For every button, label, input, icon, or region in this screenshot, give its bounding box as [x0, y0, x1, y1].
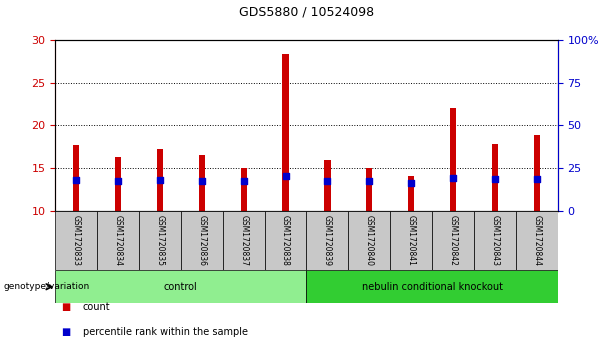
- Text: genotype/variation: genotype/variation: [3, 282, 89, 291]
- Text: GSM1720836: GSM1720836: [197, 215, 207, 266]
- Point: [155, 177, 165, 183]
- Text: count: count: [83, 302, 110, 312]
- Text: GSM1720840: GSM1720840: [365, 215, 374, 266]
- Text: GSM1720834: GSM1720834: [113, 215, 123, 266]
- Point: [71, 177, 81, 183]
- Bar: [265, 211, 306, 270]
- Text: nebulin conditional knockout: nebulin conditional knockout: [362, 282, 503, 292]
- Point: [322, 178, 332, 184]
- Bar: [390, 211, 432, 270]
- Bar: [306, 270, 558, 303]
- Text: ■: ■: [61, 302, 70, 312]
- Bar: [73, 145, 79, 211]
- Bar: [55, 270, 306, 303]
- Text: GSM1720842: GSM1720842: [449, 215, 458, 266]
- Bar: [115, 157, 121, 211]
- Text: GSM1720835: GSM1720835: [155, 215, 164, 266]
- Text: ■: ■: [61, 327, 70, 337]
- Point: [364, 178, 374, 184]
- Bar: [324, 160, 330, 211]
- Text: percentile rank within the sample: percentile rank within the sample: [83, 327, 248, 337]
- Bar: [348, 211, 390, 270]
- Text: GSM1720838: GSM1720838: [281, 215, 290, 266]
- Bar: [199, 155, 205, 211]
- Text: GSM1720841: GSM1720841: [406, 215, 416, 266]
- Point: [113, 178, 123, 183]
- Bar: [240, 168, 247, 211]
- Text: GSM1720837: GSM1720837: [239, 215, 248, 266]
- Point: [532, 176, 542, 182]
- Point: [281, 174, 291, 179]
- Text: control: control: [164, 282, 198, 292]
- Point: [238, 178, 248, 184]
- Bar: [366, 168, 373, 211]
- Bar: [139, 211, 181, 270]
- Bar: [223, 211, 265, 270]
- Bar: [181, 211, 223, 270]
- Bar: [97, 211, 139, 270]
- Text: GDS5880 / 10524098: GDS5880 / 10524098: [239, 5, 374, 19]
- Point: [197, 178, 207, 184]
- Bar: [157, 149, 163, 211]
- Bar: [516, 211, 558, 270]
- Bar: [55, 211, 97, 270]
- Text: GSM1720833: GSM1720833: [72, 215, 81, 266]
- Bar: [450, 108, 456, 211]
- Point: [490, 176, 500, 182]
- Text: GSM1720843: GSM1720843: [490, 215, 500, 266]
- Text: GSM1720839: GSM1720839: [323, 215, 332, 266]
- Bar: [432, 211, 474, 270]
- Bar: [534, 135, 540, 211]
- Bar: [283, 54, 289, 211]
- Bar: [408, 176, 414, 211]
- Point: [406, 180, 416, 185]
- Bar: [474, 211, 516, 270]
- Text: GSM1720844: GSM1720844: [532, 215, 541, 266]
- Point: [448, 175, 458, 181]
- Bar: [306, 211, 348, 270]
- Bar: [492, 144, 498, 211]
